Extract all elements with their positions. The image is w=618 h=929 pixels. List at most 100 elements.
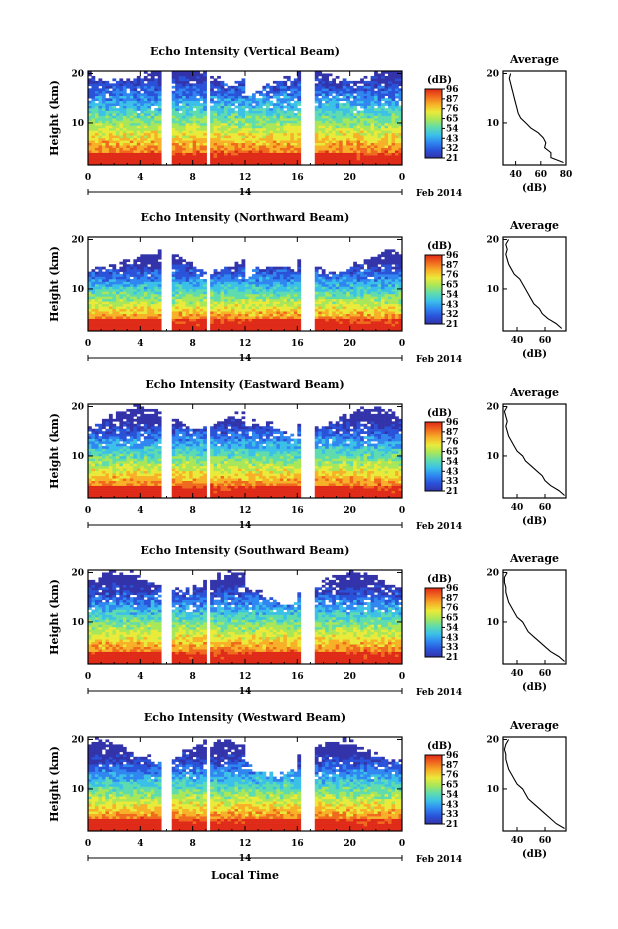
heatmap-cell bbox=[234, 137, 239, 141]
heatmap-cell bbox=[224, 308, 228, 312]
heatmap-cell bbox=[272, 95, 277, 99]
heatmap-cell bbox=[342, 293, 347, 297]
heatmap-cell bbox=[94, 118, 99, 121]
heatmap-cell bbox=[105, 157, 110, 161]
heatmap-cell bbox=[126, 279, 131, 282]
heatmap-cell bbox=[377, 152, 382, 156]
heatmap-cell bbox=[192, 93, 197, 97]
heatmap-cell bbox=[297, 259, 302, 263]
heatmap-cell bbox=[374, 130, 378, 134]
heatmap-cell bbox=[269, 323, 274, 327]
heatmap-cell bbox=[196, 328, 200, 332]
heatmap-cell bbox=[314, 150, 319, 153]
heatmap-cell bbox=[171, 323, 176, 327]
heatmap-cell bbox=[286, 293, 291, 297]
heatmap-cell bbox=[241, 137, 246, 141]
heatmap-cell bbox=[147, 286, 152, 290]
heatmap-cell bbox=[217, 83, 221, 87]
heatmap-cell bbox=[335, 288, 340, 292]
heatmap-cell bbox=[192, 140, 197, 144]
heatmap-cell bbox=[262, 145, 267, 148]
heatmap-cell bbox=[238, 83, 242, 87]
heatmap-cell bbox=[227, 308, 232, 312]
heatmap-cell bbox=[189, 98, 193, 101]
heatmap-cell bbox=[94, 157, 99, 161]
heatmap-cell bbox=[381, 254, 385, 258]
heatmap-cell bbox=[335, 160, 340, 163]
heatmap-cell bbox=[395, 80, 399, 84]
heatmap-cell bbox=[234, 80, 239, 84]
heatmap-cell bbox=[210, 291, 214, 295]
heatmap-cell bbox=[220, 140, 225, 144]
heatmap-cell bbox=[391, 313, 396, 317]
heatmap-cell bbox=[314, 286, 319, 290]
heatmap-cell bbox=[88, 142, 92, 146]
heatmap-cell bbox=[122, 110, 127, 114]
heatmap-cell bbox=[101, 157, 106, 161]
heatmap-cell bbox=[122, 113, 127, 116]
heatmap-cell bbox=[238, 98, 242, 101]
heatmap-cell bbox=[363, 95, 368, 99]
heatmap-cell bbox=[234, 306, 239, 310]
heatmap-cell bbox=[147, 157, 152, 161]
heatmap-cell bbox=[388, 113, 392, 116]
heatmap-cell bbox=[272, 147, 277, 151]
heatmap-cell bbox=[370, 303, 375, 307]
heatmap-cell bbox=[276, 301, 281, 305]
heatmap-cell bbox=[199, 147, 204, 151]
heatmap-cell bbox=[279, 326, 284, 329]
heatmap-cell bbox=[335, 313, 340, 317]
heatmap-cell bbox=[377, 93, 382, 97]
heatmap-cell bbox=[272, 284, 277, 287]
heatmap-cell bbox=[178, 276, 183, 280]
heatmap-cell bbox=[269, 152, 274, 156]
heatmap-cell bbox=[325, 98, 330, 101]
heatmap-cell bbox=[91, 142, 96, 146]
heatmap-cell bbox=[238, 279, 242, 282]
heatmap-cell bbox=[290, 125, 295, 129]
heatmap-cell bbox=[154, 132, 159, 136]
heatmap-cell bbox=[175, 135, 180, 139]
heatmap-cell bbox=[178, 291, 183, 295]
heatmap-cell bbox=[255, 130, 260, 134]
heatmap-cell bbox=[112, 132, 117, 136]
heatmap-cell bbox=[122, 281, 127, 285]
heatmap-cell bbox=[210, 80, 214, 84]
heatmap-cell bbox=[381, 296, 385, 300]
heatmap-cell bbox=[231, 125, 235, 129]
heatmap-cell bbox=[346, 276, 350, 280]
heatmap-cell bbox=[101, 293, 106, 297]
heatmap-cell bbox=[108, 269, 113, 272]
heatmap-cell bbox=[98, 291, 103, 295]
heatmap-cell bbox=[234, 326, 239, 329]
heatmap-cell bbox=[231, 281, 235, 285]
heatmap-cell bbox=[147, 118, 152, 121]
heatmap-cell bbox=[94, 110, 99, 114]
heatmap-cell bbox=[231, 293, 235, 297]
heatmap-cell bbox=[122, 276, 127, 280]
heatmap-cell bbox=[349, 103, 354, 106]
heatmap-cell bbox=[384, 274, 389, 277]
heatmap-cell bbox=[112, 284, 117, 287]
heatmap-cell bbox=[203, 83, 207, 87]
heatmap-cell bbox=[189, 298, 193, 302]
heatmap-cell bbox=[395, 75, 399, 79]
heatmap-cell bbox=[367, 306, 371, 310]
heatmap-cell bbox=[363, 279, 368, 282]
heatmap-cell bbox=[374, 288, 378, 292]
heatmap-cell bbox=[178, 135, 183, 139]
heatmap-cell bbox=[192, 271, 197, 275]
heatmap-cell bbox=[245, 296, 249, 300]
heatmap-cell bbox=[286, 125, 291, 129]
heatmap-cell bbox=[318, 316, 323, 319]
heatmap-cell bbox=[339, 125, 343, 129]
heatmap-cell bbox=[342, 80, 347, 84]
heatmap-cell bbox=[182, 125, 186, 129]
heatmap-cell bbox=[126, 157, 131, 161]
heatmap-cell bbox=[150, 152, 155, 156]
heatmap-cell bbox=[342, 328, 347, 332]
heatmap-cell bbox=[258, 103, 263, 106]
heatmap-cell bbox=[325, 80, 330, 84]
heatmap-cell bbox=[279, 137, 284, 141]
heatmap-cell bbox=[251, 140, 256, 144]
